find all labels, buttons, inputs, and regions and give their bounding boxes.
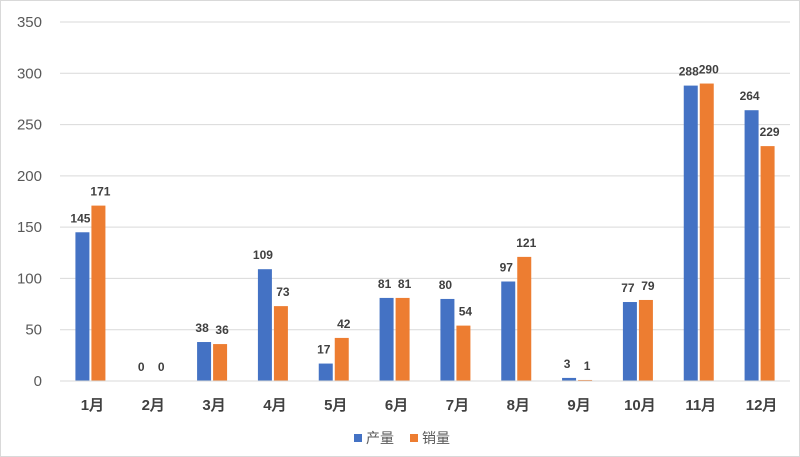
y-tick-label: 150 [17, 219, 42, 236]
bar-production [197, 342, 212, 381]
bar-sales [91, 205, 106, 381]
data-label: 288 [679, 65, 699, 79]
data-label: 17 [317, 343, 331, 357]
legend-swatch [354, 434, 362, 442]
y-tick-label: 100 [17, 270, 42, 287]
bar-production [744, 110, 759, 381]
data-label: 121 [516, 236, 536, 250]
x-tick-label: 7月 [446, 397, 469, 414]
x-tick-label: 9月 [567, 397, 590, 414]
bar-sales [334, 337, 349, 381]
data-label: 3 [564, 357, 571, 371]
legend-label: 销量 [422, 430, 450, 446]
bar-production [379, 297, 394, 381]
data-label: 36 [215, 323, 229, 337]
y-tick-label: 50 [25, 322, 42, 339]
legend-label: 产量 [366, 430, 394, 446]
bar-production [622, 302, 637, 381]
gridlines [60, 21, 790, 331]
y-tick-label: 0 [34, 373, 42, 390]
legend-swatch [410, 434, 418, 442]
bar-sales [638, 299, 653, 381]
bar-production [257, 269, 272, 381]
bar-sales [213, 344, 228, 381]
data-label: 145 [70, 211, 90, 225]
data-label: 79 [641, 279, 655, 293]
x-tick-label: 2月 [142, 397, 165, 414]
data-label: 81 [398, 277, 412, 291]
bar-production [440, 298, 455, 381]
x-tick-label: 3月 [202, 397, 225, 414]
data-label: 290 [699, 63, 719, 77]
data-label: 229 [760, 125, 780, 139]
data-label: 0 [138, 360, 145, 374]
bar-production [318, 363, 333, 381]
data-label: 73 [276, 285, 290, 299]
bar-production [501, 281, 516, 381]
y-tick-label: 200 [17, 168, 42, 185]
y-tick-label: 350 [17, 14, 42, 31]
x-tick-label: 4月 [263, 397, 286, 414]
data-label: 54 [459, 305, 473, 319]
x-tick-label: 1月 [81, 397, 104, 414]
data-label: 264 [740, 89, 760, 103]
bar-sales [395, 297, 410, 381]
x-tick-label: 10月 [624, 397, 656, 414]
x-tick-label: 6月 [385, 397, 408, 414]
bar-production [75, 232, 90, 381]
x-tick-label: 8月 [507, 397, 530, 414]
y-tick-label: 300 [17, 65, 42, 82]
bar-sales [273, 306, 288, 381]
x-tick-label: 5月 [324, 397, 347, 414]
data-label: 171 [90, 185, 110, 199]
data-label: 109 [253, 248, 273, 262]
data-label: 0 [158, 360, 165, 374]
x-tick-label: 12月 [746, 397, 778, 414]
data-label: 77 [621, 281, 635, 295]
data-label: 42 [337, 317, 351, 331]
bar-sales [456, 325, 471, 381]
data-label: 1 [584, 359, 591, 373]
data-label: 97 [500, 261, 514, 275]
bar-sales [578, 379, 593, 381]
legend: 产量 销量 [354, 430, 450, 446]
x-axis: 1月 2月 3月 4月 5月 6月 7月 8月 9月 10月 11月 12月 [60, 380, 790, 414]
y-tick-label: 250 [17, 117, 42, 134]
x-tick-label: 11月 [685, 397, 716, 414]
bar-sales [699, 83, 714, 382]
bar-sales [517, 256, 532, 381]
bars [75, 83, 775, 382]
bar-sales [760, 146, 775, 381]
y-axis-tick-labels: 0 50 100 150 200 250 300 350 [17, 14, 42, 390]
data-label: 38 [195, 321, 209, 335]
data-label: 81 [378, 277, 392, 291]
bar-production [683, 85, 698, 381]
data-label: 80 [439, 278, 453, 292]
bar-production [562, 377, 577, 381]
